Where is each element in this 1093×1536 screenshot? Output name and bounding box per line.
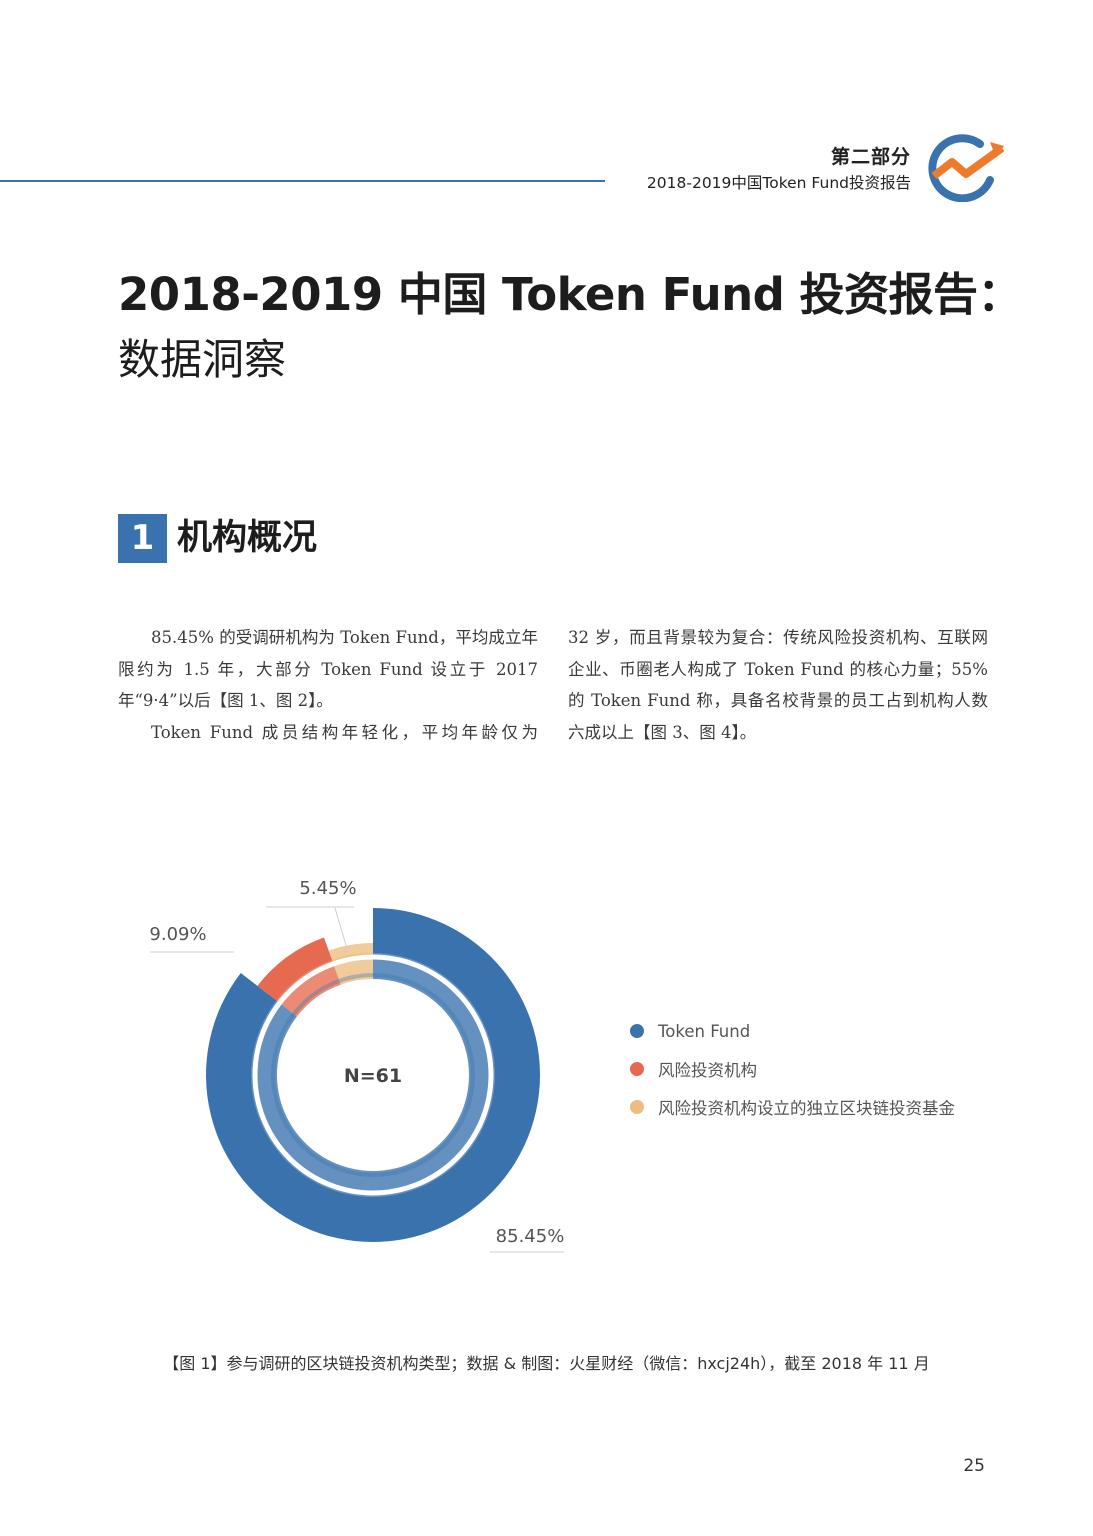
body-paragraph: 32 岁，而且背景较为复合：传统风险投资机构、互联网企业、币圈老人构成了 Tok… [568,628,988,742]
legend-item: 风险投资机构 [630,1050,955,1088]
figure-caption: 【图 1】参与调研的区块链投资机构类型；数据 & 制图：火星财经（微信：hxcj… [163,1354,930,1373]
outer-ring-slice [257,937,333,1001]
section-title: 机构概况 [177,518,318,558]
legend-item: 风险投资机构设立的独立区块链投资基金 [630,1088,955,1126]
data-label-leader [334,907,349,953]
legend-label: 风险投资机构 [658,1061,757,1080]
legend-label: Token Fund [658,1021,751,1041]
data-label: 5.45% [299,878,356,899]
legend-swatch [630,1100,644,1114]
donut-hole [287,989,459,1161]
data-label: 85.45% [496,1226,565,1247]
report-logo-icon [928,134,1004,202]
header-rule [0,180,605,182]
chart-legend: Token Fund 风险投资机构风险投资机构设立的独立区块链投资基金 [630,1012,955,1126]
page-title-line1: 2018-2019 中国 Token Fund 投资报告： [118,268,1023,321]
legend-swatch [630,1024,644,1038]
donut-chart: N=61 85.45% 9.09% 5.45% [149,878,565,1253]
header-report-title: 2018-2019中国Token Fund投资报告 [646,174,911,192]
body-column-right: 32 岁，而且背景较为复合：传统风险投资机构、互联网企业、币圈老人构成了 Tok… [568,622,988,748]
legend-swatch [630,1062,644,1076]
center-label: N=61 [344,1065,402,1087]
data-label: 9.09% [149,924,206,945]
legend-label: 风险投资机构设立的独立区块链投资基金 [658,1099,955,1118]
legend-item: Token Fund [630,1012,955,1050]
inner-ring-slice [328,943,373,985]
body-column-left: 85.45% 的受调研机构为 Token Fund，平均成立年限约为 1.5 年… [118,622,538,748]
ring-separator [252,954,494,1196]
body-paragraph: Token Fund 成员结构年轻化，平均年龄仅为 [151,722,538,742]
inner-ring-edge [271,973,475,1177]
page-title-line2: 数据洞察 [118,335,287,384]
header-part-label: 第二部分 [830,146,911,168]
body-paragraph: 85.45% 的受调研机构为 Token Fund，平均成立年限约为 1.5 年… [118,628,538,710]
page-number: 25 [963,1456,985,1476]
section-number-badge: 1 [118,514,167,563]
